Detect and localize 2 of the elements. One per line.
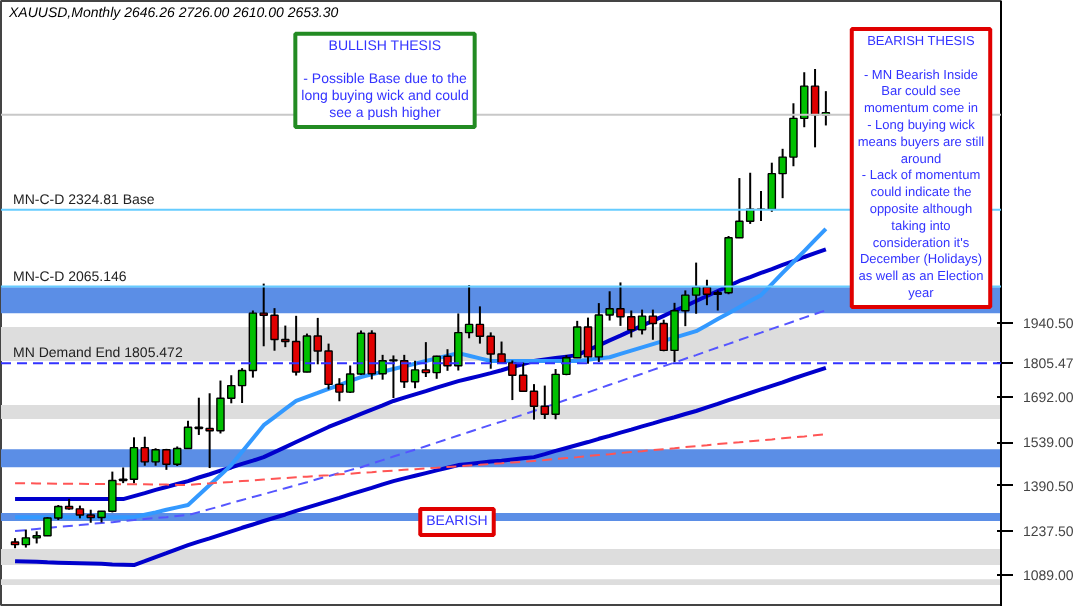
line-series (13, 365, 828, 568)
line-series (14, 309, 827, 533)
